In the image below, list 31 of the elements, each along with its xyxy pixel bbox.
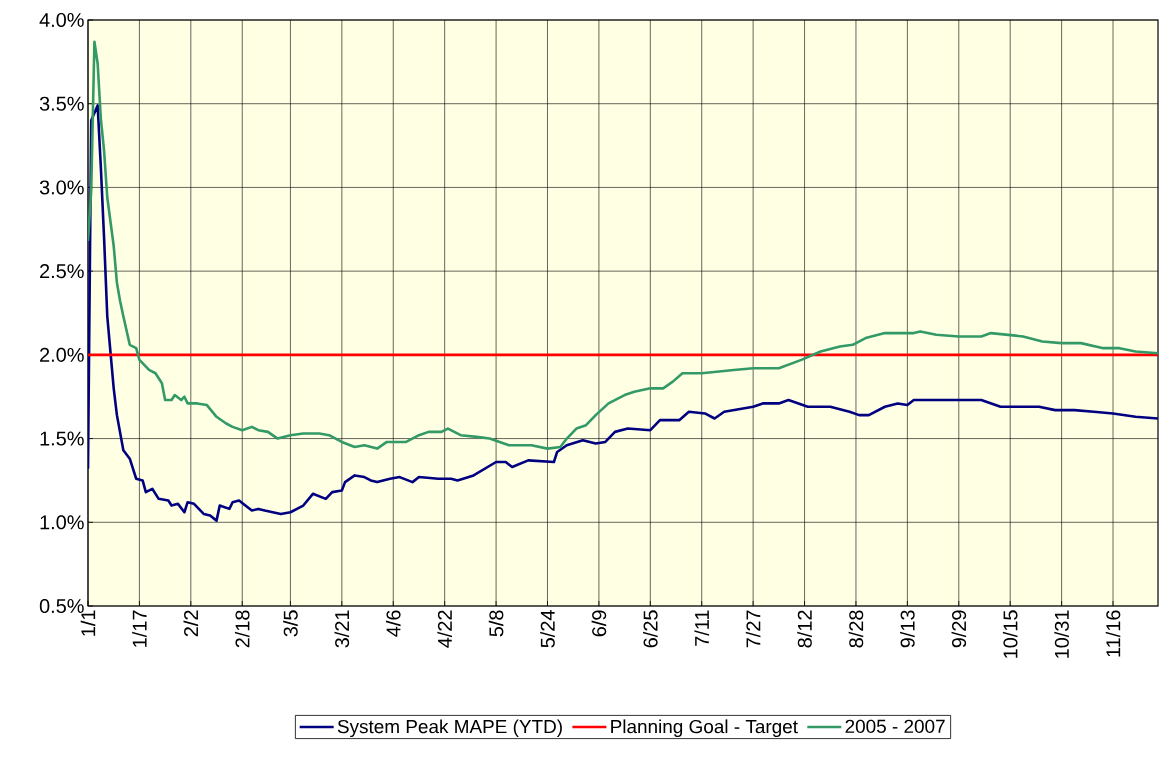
x-tick-label: 6/25 bbox=[643, 610, 658, 648]
x-tick-label: 5/24 bbox=[540, 610, 555, 648]
legend-label: System Peak MAPE (YTD) bbox=[337, 719, 562, 738]
x-tick-label: 8/12 bbox=[797, 610, 812, 648]
y-tick-label: 3.0% bbox=[39, 180, 84, 195]
legend-label: Planning Goal - Target bbox=[611, 719, 798, 738]
x-tick-label: 2/18 bbox=[234, 610, 250, 648]
y-tick-label: 2.0% bbox=[40, 347, 84, 362]
x-tick-label: 6/9 bbox=[591, 610, 607, 637]
x-tick-label: 4/6 bbox=[385, 610, 401, 637]
x-tick-label: 7/27 bbox=[745, 610, 761, 648]
y-tick-label: 2.5% bbox=[40, 264, 84, 279]
x-tick-label: 3/21 bbox=[334, 610, 350, 648]
x-tick-label: 8/28 bbox=[848, 610, 864, 648]
legend-label: 2005 - 2007 bbox=[845, 719, 945, 734]
y-tick-label: 3.5% bbox=[39, 96, 84, 111]
x-tick-label: 5/8 bbox=[488, 610, 504, 637]
x-tick-label: 3/5 bbox=[283, 610, 298, 637]
x-tick-label: 1/17 bbox=[132, 610, 147, 647]
x-tick-label: 2/2 bbox=[183, 610, 199, 637]
x-tick-label: 10/31 bbox=[1054, 610, 1069, 658]
x-tick-label: 4/22 bbox=[437, 610, 452, 648]
x-tick-label: 11/16 bbox=[1105, 610, 1121, 657]
y-tick-label: 4.0% bbox=[39, 12, 84, 28]
x-tick-label: 7/11 bbox=[694, 610, 710, 646]
x-tick-label: 10/15 bbox=[1002, 610, 1018, 658]
x-tick-label: 9/13 bbox=[900, 610, 915, 648]
y-tick-label: 1.0% bbox=[40, 515, 84, 530]
y-tick-label: 1.5% bbox=[40, 431, 84, 446]
x-tick-label: 9/29 bbox=[951, 610, 967, 648]
line-series bbox=[88, 40, 1159, 450]
